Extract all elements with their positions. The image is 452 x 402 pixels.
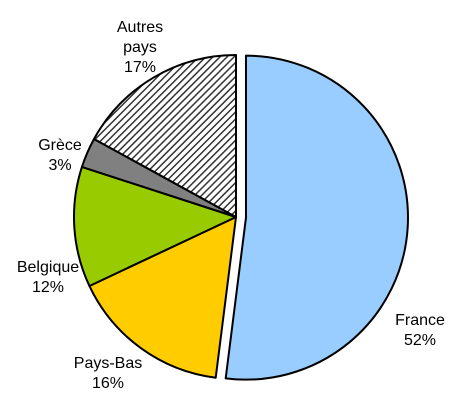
- pie-slice-france: [224, 54, 409, 381]
- pie-label-name: Autres: [117, 19, 163, 36]
- pie-label-name: Grèce: [38, 137, 82, 154]
- pie-label-percent: 52%: [404, 332, 436, 349]
- pie-label-name: France: [395, 312, 445, 329]
- pie-label-percent: 17%: [124, 59, 156, 76]
- pie-label-percent: 3%: [48, 157, 71, 174]
- pie-label-percent: 12%: [32, 279, 64, 296]
- pie-label-autres-pays: Autres pays 17%: [117, 19, 163, 76]
- pie-slices: [73, 54, 409, 381]
- pie-labels: France 52% Pays-Bas 16% Belgique 12% Grèce 3% Au…: [17, 19, 445, 392]
- pie-label-france: France 52%: [395, 312, 445, 349]
- pie-label-name: pays: [123, 39, 157, 56]
- pie-label-name: Belgique: [17, 259, 79, 276]
- pie-slice-belgique: [73, 165, 237, 287]
- pie-label-percent: 16%: [92, 375, 124, 392]
- pie-label-belgique: Belgique 12%: [17, 259, 79, 296]
- pie-label-name: Pays-Bas: [74, 355, 142, 372]
- pie-slice-autres-pays: [93, 54, 237, 218]
- pie-label-grece: Grèce 3%: [38, 137, 82, 174]
- pie-slice-pays-bas: [88, 216, 237, 379]
- pie-label-pays-bas: Pays-Bas 16%: [74, 355, 142, 392]
